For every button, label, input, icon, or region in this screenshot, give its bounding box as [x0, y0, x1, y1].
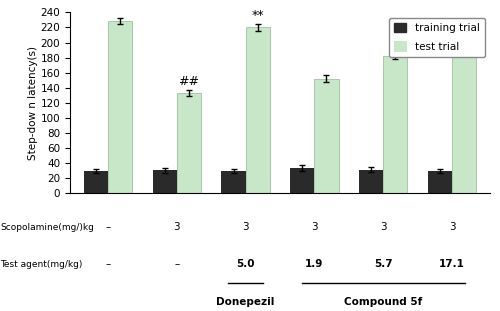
Text: Scopolamine(mg/)kg: Scopolamine(mg/)kg	[0, 223, 94, 231]
Bar	[428, 171, 452, 193]
Text: ##: ##	[178, 75, 200, 88]
Text: 3: 3	[311, 222, 318, 232]
Bar	[176, 93, 201, 193]
Text: 3: 3	[242, 222, 249, 232]
Text: **: **	[389, 39, 402, 52]
Text: 1.9: 1.9	[305, 259, 324, 269]
Bar	[108, 21, 132, 193]
Text: –: –	[174, 259, 180, 269]
Legend: training trial, test trial: training trial, test trial	[388, 18, 485, 57]
Bar	[152, 170, 176, 193]
Text: 3: 3	[380, 222, 386, 232]
Bar	[359, 169, 384, 193]
Text: Test agent(mg/kg): Test agent(mg/kg)	[0, 260, 82, 269]
Text: **: **	[252, 9, 264, 22]
Text: 17.1: 17.1	[439, 259, 465, 269]
Text: Compound 5f: Compound 5f	[344, 297, 422, 307]
Bar	[290, 168, 314, 193]
Bar	[314, 79, 338, 193]
Bar	[452, 37, 476, 193]
Text: *: *	[461, 19, 468, 32]
Text: 3: 3	[449, 222, 456, 232]
Bar	[222, 171, 246, 193]
Text: 3: 3	[174, 222, 180, 232]
Text: Donepezil: Donepezil	[216, 297, 275, 307]
Bar	[84, 171, 108, 193]
Text: –: –	[105, 259, 110, 269]
Text: 5.7: 5.7	[374, 259, 392, 269]
Text: 5.0: 5.0	[236, 259, 255, 269]
Text: –: –	[105, 222, 110, 232]
Y-axis label: Step-dow n latency(s): Step-dow n latency(s)	[28, 46, 38, 160]
Bar	[246, 27, 270, 193]
Bar	[384, 56, 407, 193]
